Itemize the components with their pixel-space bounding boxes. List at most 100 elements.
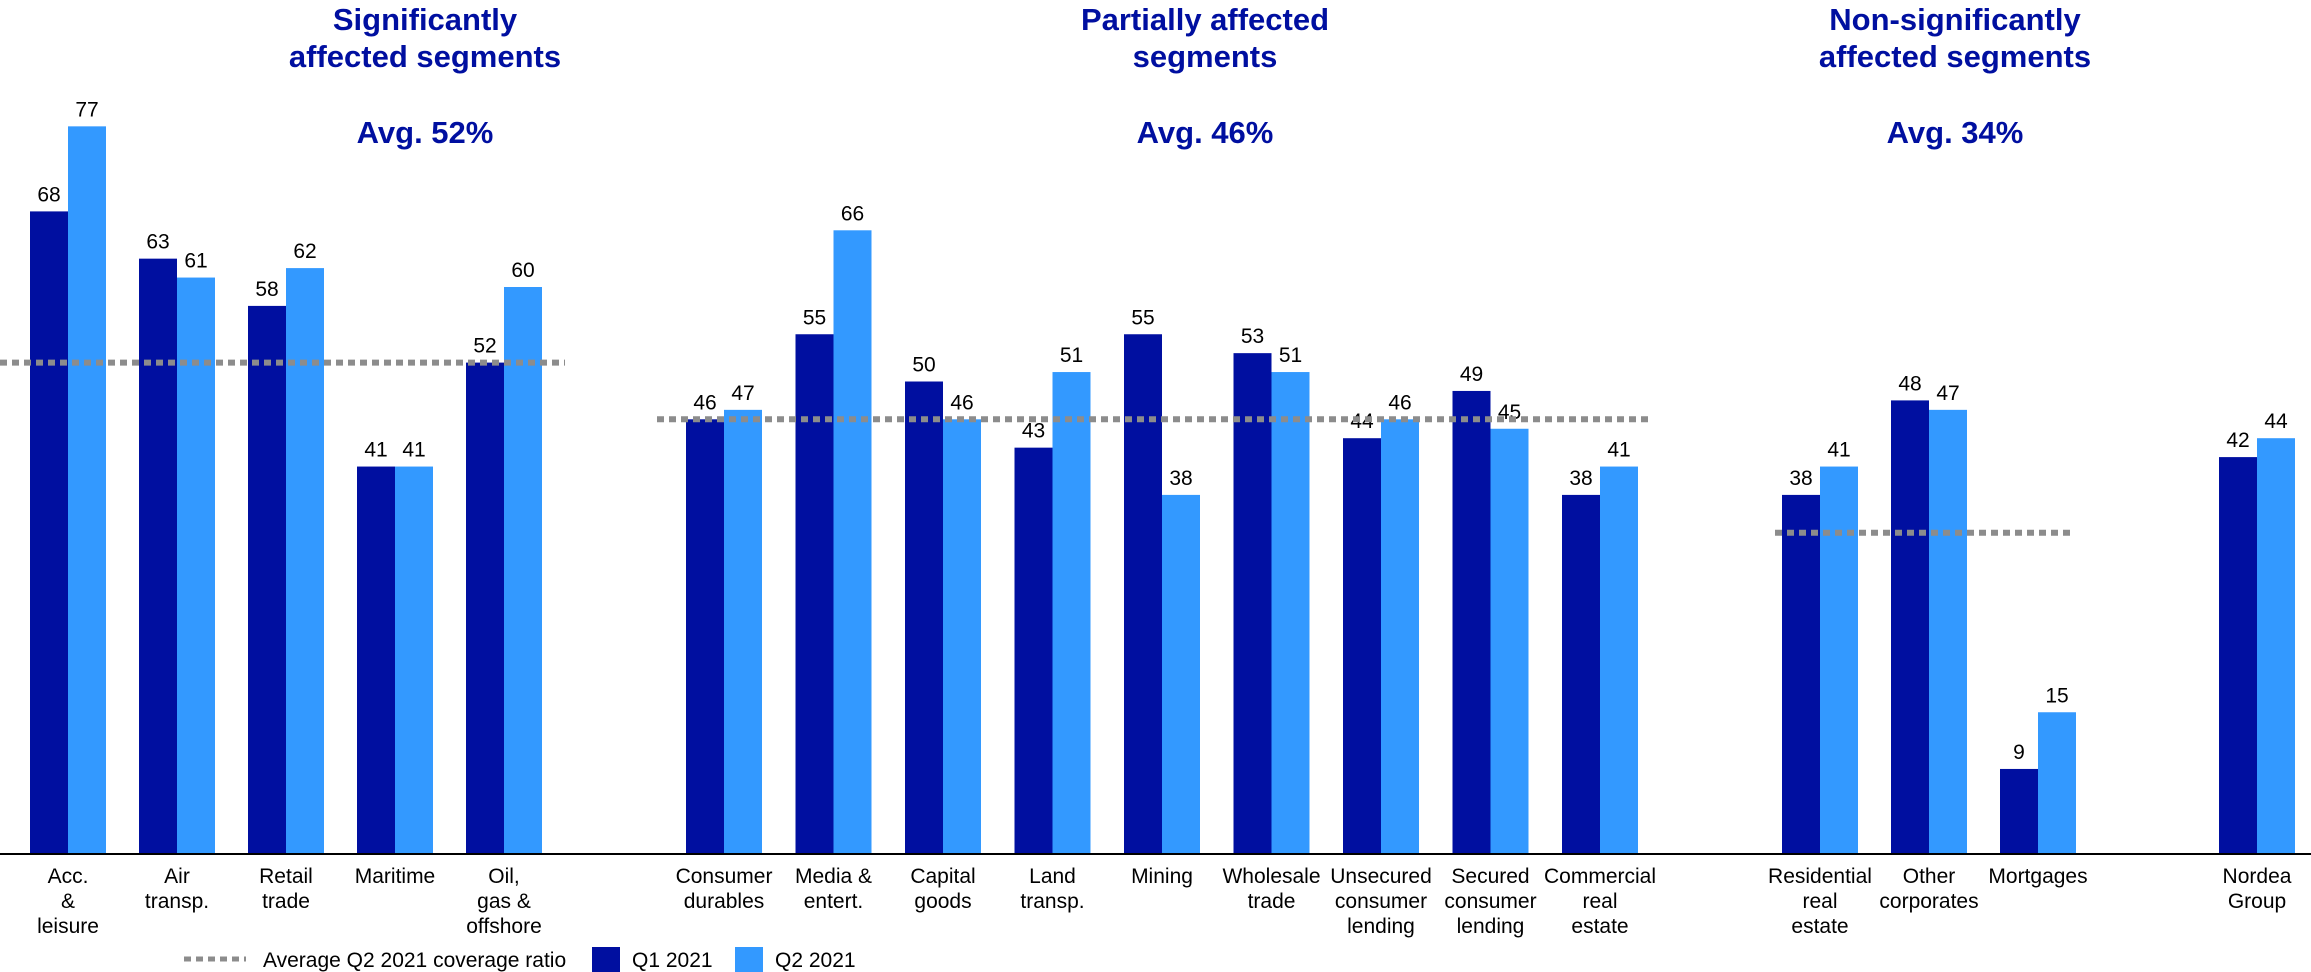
category-label: Wholesale: [1222, 865, 1320, 888]
group-average-label: Avg. 34%: [1887, 115, 2024, 150]
category-label: leisure: [37, 915, 99, 938]
category-label: consumer: [1444, 890, 1536, 913]
bar-q2: [2257, 438, 2295, 854]
group-average-label: Avg. 52%: [357, 115, 494, 150]
category-label: Mortgages: [1988, 865, 2087, 888]
bar-q2: [1820, 466, 1858, 854]
group-title: Significantly: [333, 2, 518, 37]
bar-q1: [905, 381, 943, 854]
value-label-q1: 46: [693, 391, 716, 414]
category-label: estate: [1791, 915, 1848, 938]
value-label-q1: 68: [37, 183, 60, 206]
bar-q2: [1271, 372, 1310, 854]
category-label: estate: [1571, 915, 1628, 938]
bar-q2: [1052, 372, 1091, 854]
category-label: gas &: [477, 890, 531, 913]
category-label: Capital: [910, 865, 975, 888]
bar-q1: [1343, 438, 1381, 854]
group-title: Partially affected: [1081, 2, 1329, 37]
bar-q1: [795, 334, 834, 854]
bar-q1: [1452, 390, 1491, 854]
category-label: durables: [684, 890, 765, 913]
bar-q1: [357, 466, 395, 854]
category-label: Commercial: [1544, 865, 1656, 888]
category-label: Group: [2228, 890, 2286, 913]
category-label: Consumer: [676, 865, 773, 888]
value-label-q1: 9: [2013, 741, 2025, 764]
value-label-q2: 66: [841, 202, 864, 225]
value-label-q2: 51: [1060, 344, 1083, 367]
bar-q1: [1562, 494, 1600, 854]
value-label-q1: 58: [255, 278, 278, 301]
category-label: trade: [1248, 890, 1296, 913]
bar-q2: [833, 230, 872, 855]
category-label: Nordea: [2223, 865, 2292, 888]
value-label-q2: 51: [1279, 344, 1302, 367]
value-label-q1: 41: [364, 439, 387, 462]
bar-q1: [1124, 334, 1162, 854]
value-label-q2: 41: [402, 439, 425, 462]
bar-q2: [1162, 494, 1200, 854]
bar-q1: [2000, 768, 2038, 854]
value-label-q2: 44: [2264, 410, 2288, 433]
category-label: Land: [1029, 865, 1076, 888]
value-label-q1: 44: [1350, 410, 1374, 433]
legend-q1-label: Q1 2021: [632, 949, 713, 972]
group-title: segments: [1133, 39, 1278, 74]
group-average-label: Avg. 46%: [1137, 115, 1274, 150]
value-label-q1: 53: [1241, 325, 1264, 348]
bar-q1: [30, 211, 68, 854]
value-label-q2: 15: [2045, 684, 2068, 707]
category-label: Retail: [259, 865, 313, 888]
value-label-q1: 50: [912, 354, 935, 377]
bar-q2: [177, 277, 215, 854]
value-label-q1: 43: [1022, 420, 1045, 443]
bar-q1: [1014, 447, 1053, 854]
category-label: transp.: [1020, 890, 1084, 913]
value-label-q2: 47: [731, 382, 754, 405]
value-label-q2: 47: [1936, 382, 1959, 405]
category-label: consumer: [1335, 890, 1427, 913]
category-label: Media &: [795, 865, 872, 888]
category-label: goods: [914, 890, 971, 913]
bar-q2: [1381, 419, 1419, 854]
bar-q1: [139, 258, 177, 854]
category-label: Air: [164, 865, 190, 888]
category-label: Secured: [1451, 865, 1529, 888]
bar-q1: [248, 305, 286, 854]
bar-q1: [686, 419, 724, 854]
category-label: offshore: [466, 915, 542, 938]
category-label: real: [1582, 890, 1617, 913]
category-label: lending: [1347, 915, 1415, 938]
category-label: Other: [1903, 865, 1956, 888]
category-label: &: [61, 890, 75, 913]
value-label-q2: 61: [184, 250, 207, 273]
value-label-q2: 62: [293, 240, 316, 263]
category-label: corporates: [1879, 890, 1978, 913]
bar-q1: [1891, 400, 1929, 854]
value-label-q1: 38: [1569, 467, 1592, 490]
value-label-q1: 55: [803, 306, 826, 329]
group-title: affected segments: [289, 39, 561, 74]
category-label: Residential: [1768, 865, 1872, 888]
category-label: Mining: [1131, 865, 1193, 888]
value-label-q2: 77: [75, 98, 98, 121]
value-label-q1: 55: [1131, 306, 1154, 329]
value-label-q2: 41: [1827, 439, 1850, 462]
value-label-q2: 60: [511, 259, 534, 282]
value-label-q2: 46: [950, 391, 973, 414]
group-title: Non-significantly: [1829, 2, 2081, 37]
bar-q2: [1490, 428, 1529, 854]
legend-q2-label: Q2 2021: [775, 949, 856, 972]
value-label-q1: 42: [2226, 429, 2249, 452]
value-label-q1: 49: [1460, 363, 1483, 386]
group-title: affected segments: [1819, 39, 2091, 74]
legend-average-label: Average Q2 2021 coverage ratio: [263, 949, 566, 972]
bar-q2: [943, 419, 981, 854]
bar-q1: [466, 362, 504, 854]
category-label: Maritime: [355, 865, 436, 888]
value-label-q1: 48: [1898, 372, 1921, 395]
category-label: Acc.: [48, 865, 89, 888]
value-label-q2: 46: [1388, 391, 1411, 414]
value-label-q2: 41: [1607, 439, 1630, 462]
